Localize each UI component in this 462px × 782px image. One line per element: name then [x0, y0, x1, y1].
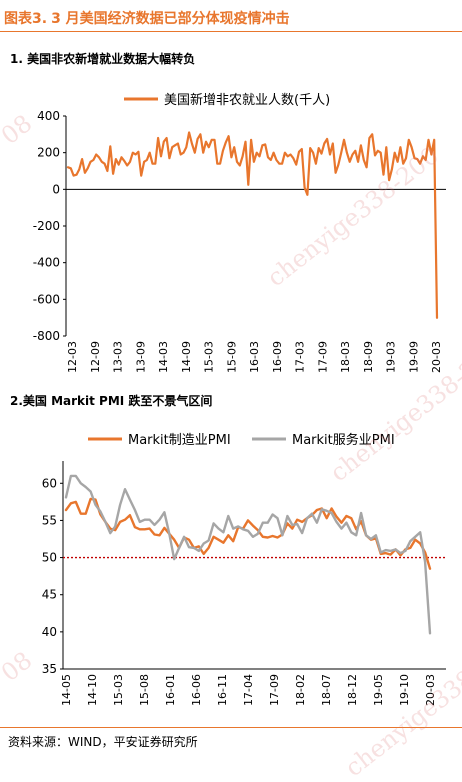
- x-tick-label: 16-03: [248, 341, 261, 373]
- x-tick-label: 15-03: [203, 341, 216, 373]
- figure-title: 图表3. 3 月美国经济数据已部分体现疫情冲击: [4, 8, 290, 28]
- x-tick-label: 12-09: [89, 341, 102, 373]
- source-note: 资料来源：WIND，平安证券研究所: [8, 735, 198, 749]
- x-tick-label: 17-09: [268, 674, 281, 706]
- series-line-2: [64, 474, 432, 635]
- legend-label-1: 美国新增非农就业人数(千人): [164, 92, 330, 108]
- y-tick-label: -400: [33, 256, 60, 270]
- section1-title: 1. 美国非农新增就业数据大幅转负: [10, 52, 196, 66]
- source-divider: [0, 727, 462, 728]
- x-tick-label: 16-01: [164, 674, 177, 706]
- x-tick-label: 13-03: [112, 341, 125, 373]
- x-tick-label: 17-03: [294, 341, 307, 373]
- x-tick-label: 15-03: [112, 674, 125, 706]
- x-tick-label: 15-08: [138, 674, 151, 706]
- y-tick-label: -200: [33, 219, 60, 233]
- x-tick-label: 14-09: [180, 341, 193, 373]
- y-tick-label: 40: [42, 625, 57, 639]
- x-tick-label: 16-11: [216, 674, 229, 706]
- x-tick-label: 16-06: [190, 674, 203, 706]
- x-tick-label: 16-09: [271, 341, 284, 373]
- section2-title: 2.美国 Markit PMI 跌至不景气区间: [10, 394, 213, 408]
- payrolls-chart: 400 200 0 -200 -400 -600 -800 12-03 12-09 13-03 13…: [33, 92, 446, 373]
- figure-label: 图表3.: [4, 11, 48, 27]
- x-tick-label: 19-03: [385, 341, 398, 373]
- x-tick-label: 14-05: [60, 674, 73, 706]
- y-tick-label: -600: [33, 292, 60, 306]
- legend-label-1: Markit制造业PMI: [128, 433, 231, 448]
- legend-label-2: Markit服务业PMI: [292, 432, 395, 448]
- y-tick-label: 200: [37, 146, 60, 160]
- x-tick-label: 19-10: [398, 674, 411, 706]
- x-tick-label: 12-03: [66, 341, 79, 373]
- y-tick-label: 0: [52, 182, 60, 196]
- x-tick-label: 20-03: [430, 341, 443, 373]
- x-tick-label: 17-04: [242, 674, 255, 706]
- x-tick-label: 19-09: [407, 341, 420, 373]
- series-line-1: [66, 131, 439, 319]
- x-tick-label: 15-09: [225, 341, 238, 373]
- x-tick-label: 18-09: [362, 341, 375, 373]
- x-tick-label: 14-10: [86, 674, 99, 706]
- y-tick-label: 400: [37, 109, 60, 123]
- x-tick-label: 14-03: [157, 341, 170, 373]
- figure-title-text: 3 月美国经济数据已部分体现疫情冲击: [51, 11, 290, 27]
- x-tick-label: 18-03: [339, 341, 352, 373]
- y-tick-label: 55: [42, 513, 57, 527]
- y-tick-label: -800: [33, 329, 60, 343]
- x-tick-label: 13-09: [134, 341, 147, 373]
- series-line-1: [64, 497, 432, 570]
- x-tick-label: 18-02: [294, 674, 307, 706]
- x-tick-label: 18-07: [320, 674, 333, 706]
- x-tick-label: 20-03: [424, 674, 437, 706]
- y-tick-label: 60: [42, 476, 57, 490]
- title-divider: [0, 31, 462, 32]
- x-tick-label: 19-05: [372, 674, 385, 706]
- x-tick-label: 17-09: [316, 341, 329, 373]
- y-tick-label: 50: [42, 551, 57, 565]
- y-tick-label: 35: [42, 662, 57, 676]
- x-tick-label: 18-12: [346, 674, 359, 706]
- y-tick-label: 45: [42, 588, 57, 602]
